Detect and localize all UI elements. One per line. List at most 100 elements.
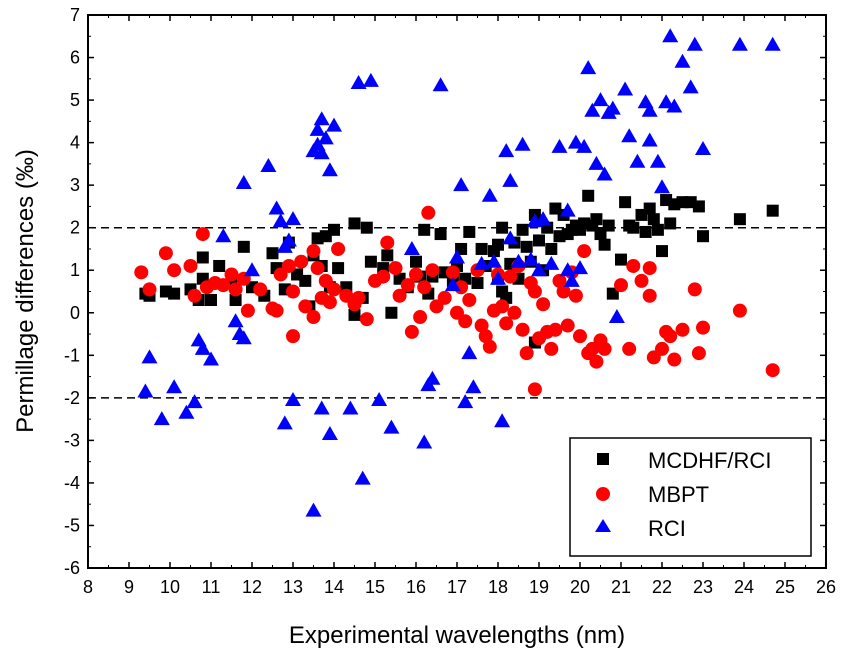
point-mbpt [765,363,780,378]
point-mbpt [269,303,284,318]
point-mbpt [413,310,428,325]
point-mbpt [322,295,337,310]
legend-label-mcdhf: MCDHF/RCI [648,448,771,473]
point-rci [424,370,441,385]
point-rci [654,179,670,194]
point-mbpt [560,318,575,333]
point-mbpt [224,267,239,282]
point-rci [617,81,634,96]
point-mbpt [392,288,407,303]
point-mbpt [462,293,477,308]
point-mcdhf [487,245,500,258]
point-mcdhf [360,221,373,234]
y-tick-label: -1 [64,345,80,365]
point-mbpt [691,346,706,361]
y-tick-label: 5 [70,90,80,110]
point-mbpt [421,205,436,220]
point-mcdhf [475,242,488,255]
point-rci [592,92,609,107]
point-mbpt [183,258,198,273]
point-mbpt [437,290,452,305]
point-rci [572,260,588,275]
point-rci [522,251,539,266]
point-rci [596,166,613,181]
point-mcdhf [664,217,677,230]
point-rci [362,72,379,87]
point-rci [342,400,359,415]
point-rci [235,175,252,190]
x-tick-label: 11 [202,577,221,597]
y-tick-label: 1 [70,260,80,280]
point-mcdhf [471,276,484,289]
point-mbpt [675,322,690,337]
point-mcdhf [410,255,422,268]
x-tick-label: 20 [570,577,590,597]
point-rci [502,230,519,245]
x-tick-label: 17 [447,577,467,597]
point-mbpt [380,235,395,250]
point-mcdhf [697,230,709,243]
point-rci [461,345,478,360]
point-rci [215,228,232,243]
point-mbpt [527,284,542,299]
point-rci [658,94,675,109]
point-mbpt [142,282,157,297]
point-mbpt [228,282,243,297]
point-mbpt [482,339,497,354]
point-mcdhf [299,274,312,287]
point-rci [268,200,285,215]
point-mbpt [732,303,747,318]
point-rci [641,102,658,117]
point-rci [178,404,195,419]
series-mbpt [134,205,780,397]
point-mbpt [568,288,583,303]
point-mbpt [376,269,391,284]
point-rci [285,211,301,226]
point-mcdhf [492,238,504,251]
legend-label-rci: RCI [648,516,686,541]
point-rci [514,136,531,151]
point-rci [194,340,211,355]
point-rci [686,36,703,51]
point-rci [280,232,297,247]
y-tick-label: 0 [70,303,80,323]
point-mcdhf [237,240,250,253]
x-tick-label: 10 [160,577,180,597]
point-mcdhf [229,294,242,307]
y-axis-title: Permillage differences (‰) [12,149,39,433]
point-mcdhf [615,253,627,266]
point-mcdhf [619,196,632,209]
point-mcdhf [639,225,652,238]
point-mbpt [294,254,309,269]
point-rci [649,153,666,168]
point-mbpt [134,265,149,280]
point-rci [371,391,388,406]
y-tick-label: 3 [70,175,80,195]
point-rci [563,272,580,287]
point-rci [473,255,490,270]
point-rci [350,75,367,90]
point-mcdhf [196,251,209,264]
y-tick-label: -6 [64,558,80,578]
point-rci [457,394,474,409]
point-rci [432,77,449,92]
y-tick-label: 7 [70,5,80,25]
point-rci [604,100,621,115]
point-rci [682,79,699,94]
point-mcdhf [213,259,226,272]
point-mcdhf [364,255,377,268]
point-mbpt [158,246,173,261]
point-mcdhf [766,204,779,217]
point-mcdhf [205,294,217,307]
point-mbpt [445,265,460,280]
point-rci [153,411,170,426]
point-mbpt [195,227,210,242]
legend-box [569,437,812,557]
point-mbpt [507,305,522,320]
point-rci [137,383,154,398]
point-mbpt [556,284,571,299]
point-rci [580,60,597,75]
point-rci [313,145,330,160]
x-tick-label: 9 [124,577,134,597]
point-mbpt [687,282,702,297]
